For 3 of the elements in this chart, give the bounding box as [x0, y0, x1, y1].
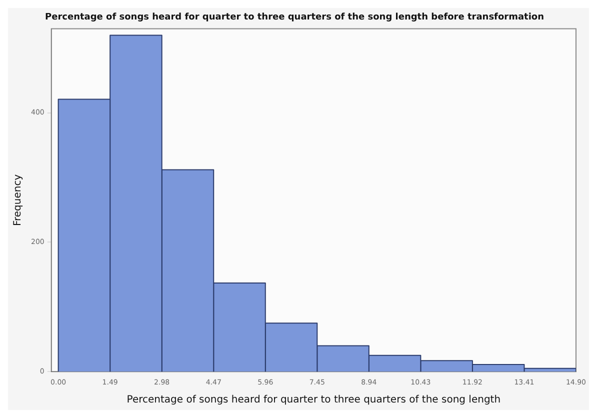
chart-title: Percentage of songs heard for quarter to three quarters of the song length before transformation: [44, 12, 544, 23]
x-axis-title: Percentage of songs heard for quarter to three quarters of the song length: [126, 394, 501, 406]
y-axis-title: Frequency: [12, 174, 24, 226]
